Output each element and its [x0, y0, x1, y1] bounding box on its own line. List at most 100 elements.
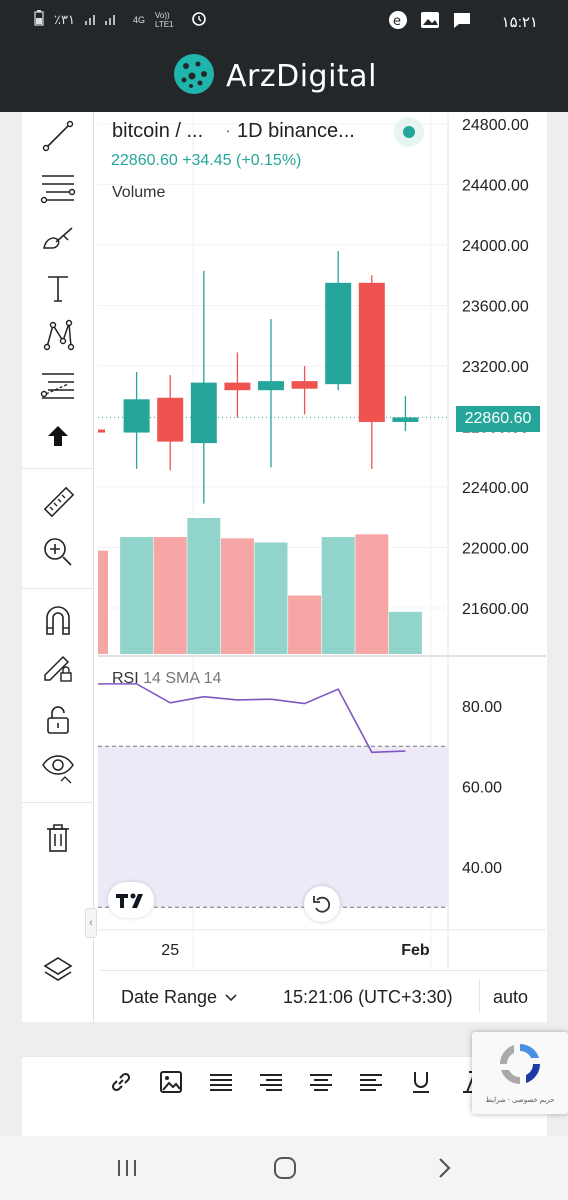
back-button[interactable] [430, 1154, 460, 1182]
gallery-notification-icon [420, 11, 440, 33]
date-range-button[interactable]: Date Range [121, 987, 237, 1008]
volume-bar [153, 537, 187, 654]
trash-icon[interactable] [40, 820, 76, 856]
rsi-line [98, 683, 406, 754]
battery-icon [34, 10, 44, 29]
auto-scale-button[interactable]: auto [493, 987, 529, 1007]
unlock-icon[interactable] [40, 702, 76, 738]
current-price-badge: 22860.60 [456, 406, 540, 432]
volume-bar [388, 611, 422, 654]
price-axis-label: 23200.00 [462, 359, 529, 376]
recents-button[interactable] [112, 1154, 142, 1182]
rsi-params: 14 SMA 14 [143, 670, 222, 687]
image-icon[interactable] [158, 1069, 184, 1095]
candle-body[interactable] [98, 429, 105, 433]
volume-bar [98, 550, 108, 654]
candle-body[interactable] [325, 282, 352, 385]
pattern-icon[interactable] [40, 318, 76, 354]
interval[interactable]: 1D [236, 120, 263, 142]
volume-bar [355, 534, 389, 654]
change-value: +34.45 (+0.15%) [182, 152, 302, 169]
toolbar-divider [22, 588, 94, 589]
candle-body[interactable] [358, 282, 385, 422]
underline-icon[interactable] [408, 1069, 434, 1095]
site-header: ArzDigital [0, 40, 568, 112]
date-range-label: Date Range [121, 987, 218, 1007]
drawing-toolbar [22, 112, 94, 1022]
tradingview-logo-icon [116, 893, 143, 908]
price-axis-label: 24400.00 [462, 178, 529, 195]
align-justify-icon[interactable] [208, 1069, 234, 1095]
candle-body[interactable] [224, 382, 251, 391]
align-center-icon[interactable] [308, 1069, 334, 1095]
status-left: ٪۳۱ 4G Vo)) LTE1 [34, 10, 207, 29]
symbol-name[interactable]: bitcoin / ... [112, 120, 204, 142]
status-right: e ۱۵:۲۱ [388, 10, 538, 34]
rsi-legend[interactable]: RSI 14 SMA 14 [112, 670, 221, 688]
exchange-name[interactable]: binance... [268, 120, 355, 142]
reset-chart-button[interactable] [304, 886, 340, 922]
reset-icon [313, 896, 331, 913]
arrow-up-icon[interactable] [40, 418, 76, 454]
rsi-axis-label: 80.00 [462, 699, 502, 716]
volume-bar [288, 595, 322, 654]
candle-body[interactable] [157, 397, 184, 442]
price-axis-label: 24800.00 [462, 117, 529, 134]
candle-body[interactable] [392, 417, 419, 422]
message-notification-icon [452, 11, 472, 33]
back-icon [439, 1158, 451, 1178]
recaptcha-icon [500, 1044, 540, 1084]
lock-drawing-icon[interactable] [40, 650, 76, 686]
volume-label: Volume [112, 184, 166, 201]
text-icon[interactable] [40, 270, 76, 306]
volte-indicator: Vo)) LTE1 [154, 10, 174, 29]
zoom-in-icon[interactable] [40, 534, 76, 570]
brush-icon[interactable] [40, 220, 76, 256]
time-axis-label: 25 [161, 942, 179, 959]
candle-body[interactable] [291, 381, 318, 389]
chart-legend-title[interactable]: bitcoin / ... · 1D binance... [112, 120, 355, 142]
price-axis-label: 22000.00 [462, 541, 529, 558]
align-right-icon[interactable] [258, 1069, 284, 1095]
market-status-icon [394, 117, 424, 147]
chart-footer: Date Range 15:21:06 (UTC+3:30) auto [100, 970, 547, 1022]
recents-icon [118, 1160, 136, 1176]
volume-bar [321, 537, 355, 654]
trendline-icon[interactable] [40, 118, 76, 154]
align-left-icon[interactable] [358, 1069, 384, 1095]
recaptcha-label[interactable]: حریم خصوصی - شرایط [485, 1097, 555, 1104]
editor-toolbar [22, 1056, 547, 1136]
price-axis-label: 23600.00 [462, 299, 529, 316]
brand-logo[interactable]: ArzDigital [172, 52, 377, 101]
rsi-name: RSI [112, 670, 139, 687]
time-axis-label: Feb [401, 942, 430, 959]
recaptcha-badge[interactable]: حریم خصوصی - شرایط [472, 1032, 568, 1114]
price-axis-label: 21600.00 [462, 601, 529, 618]
fib-lines-icon[interactable] [40, 170, 76, 206]
price-axis-label: 24000.00 [462, 238, 529, 255]
clock-timezone[interactable]: 15:21:06 (UTC+3:30) [283, 987, 453, 1007]
volume-bar [220, 538, 254, 654]
collapse-toolbar-button[interactable]: ‹ [85, 908, 97, 938]
candle-body[interactable] [190, 382, 217, 444]
candle-body[interactable] [258, 381, 284, 391]
magnet-icon[interactable] [40, 602, 76, 638]
tradingview-logo[interactable] [108, 882, 154, 918]
link-icon[interactable] [108, 1069, 134, 1095]
volume-bar [254, 542, 288, 654]
system-nav-bar [0, 1136, 568, 1200]
price-axis-label: 22400.00 [462, 480, 529, 497]
candle-body[interactable] [123, 399, 150, 433]
app-notification-icon: e [388, 10, 408, 34]
eye-icon[interactable] [40, 750, 76, 786]
footer-divider [479, 979, 480, 1013]
arzdigital-logo-icon [172, 52, 216, 101]
svg-text:e: e [393, 14, 401, 29]
toolbar-divider [22, 802, 94, 803]
forecast-icon[interactable] [40, 368, 76, 404]
ruler-icon[interactable] [40, 484, 76, 520]
home-icon [274, 1157, 296, 1179]
layers-icon[interactable] [40, 952, 76, 988]
home-button[interactable] [270, 1154, 300, 1182]
